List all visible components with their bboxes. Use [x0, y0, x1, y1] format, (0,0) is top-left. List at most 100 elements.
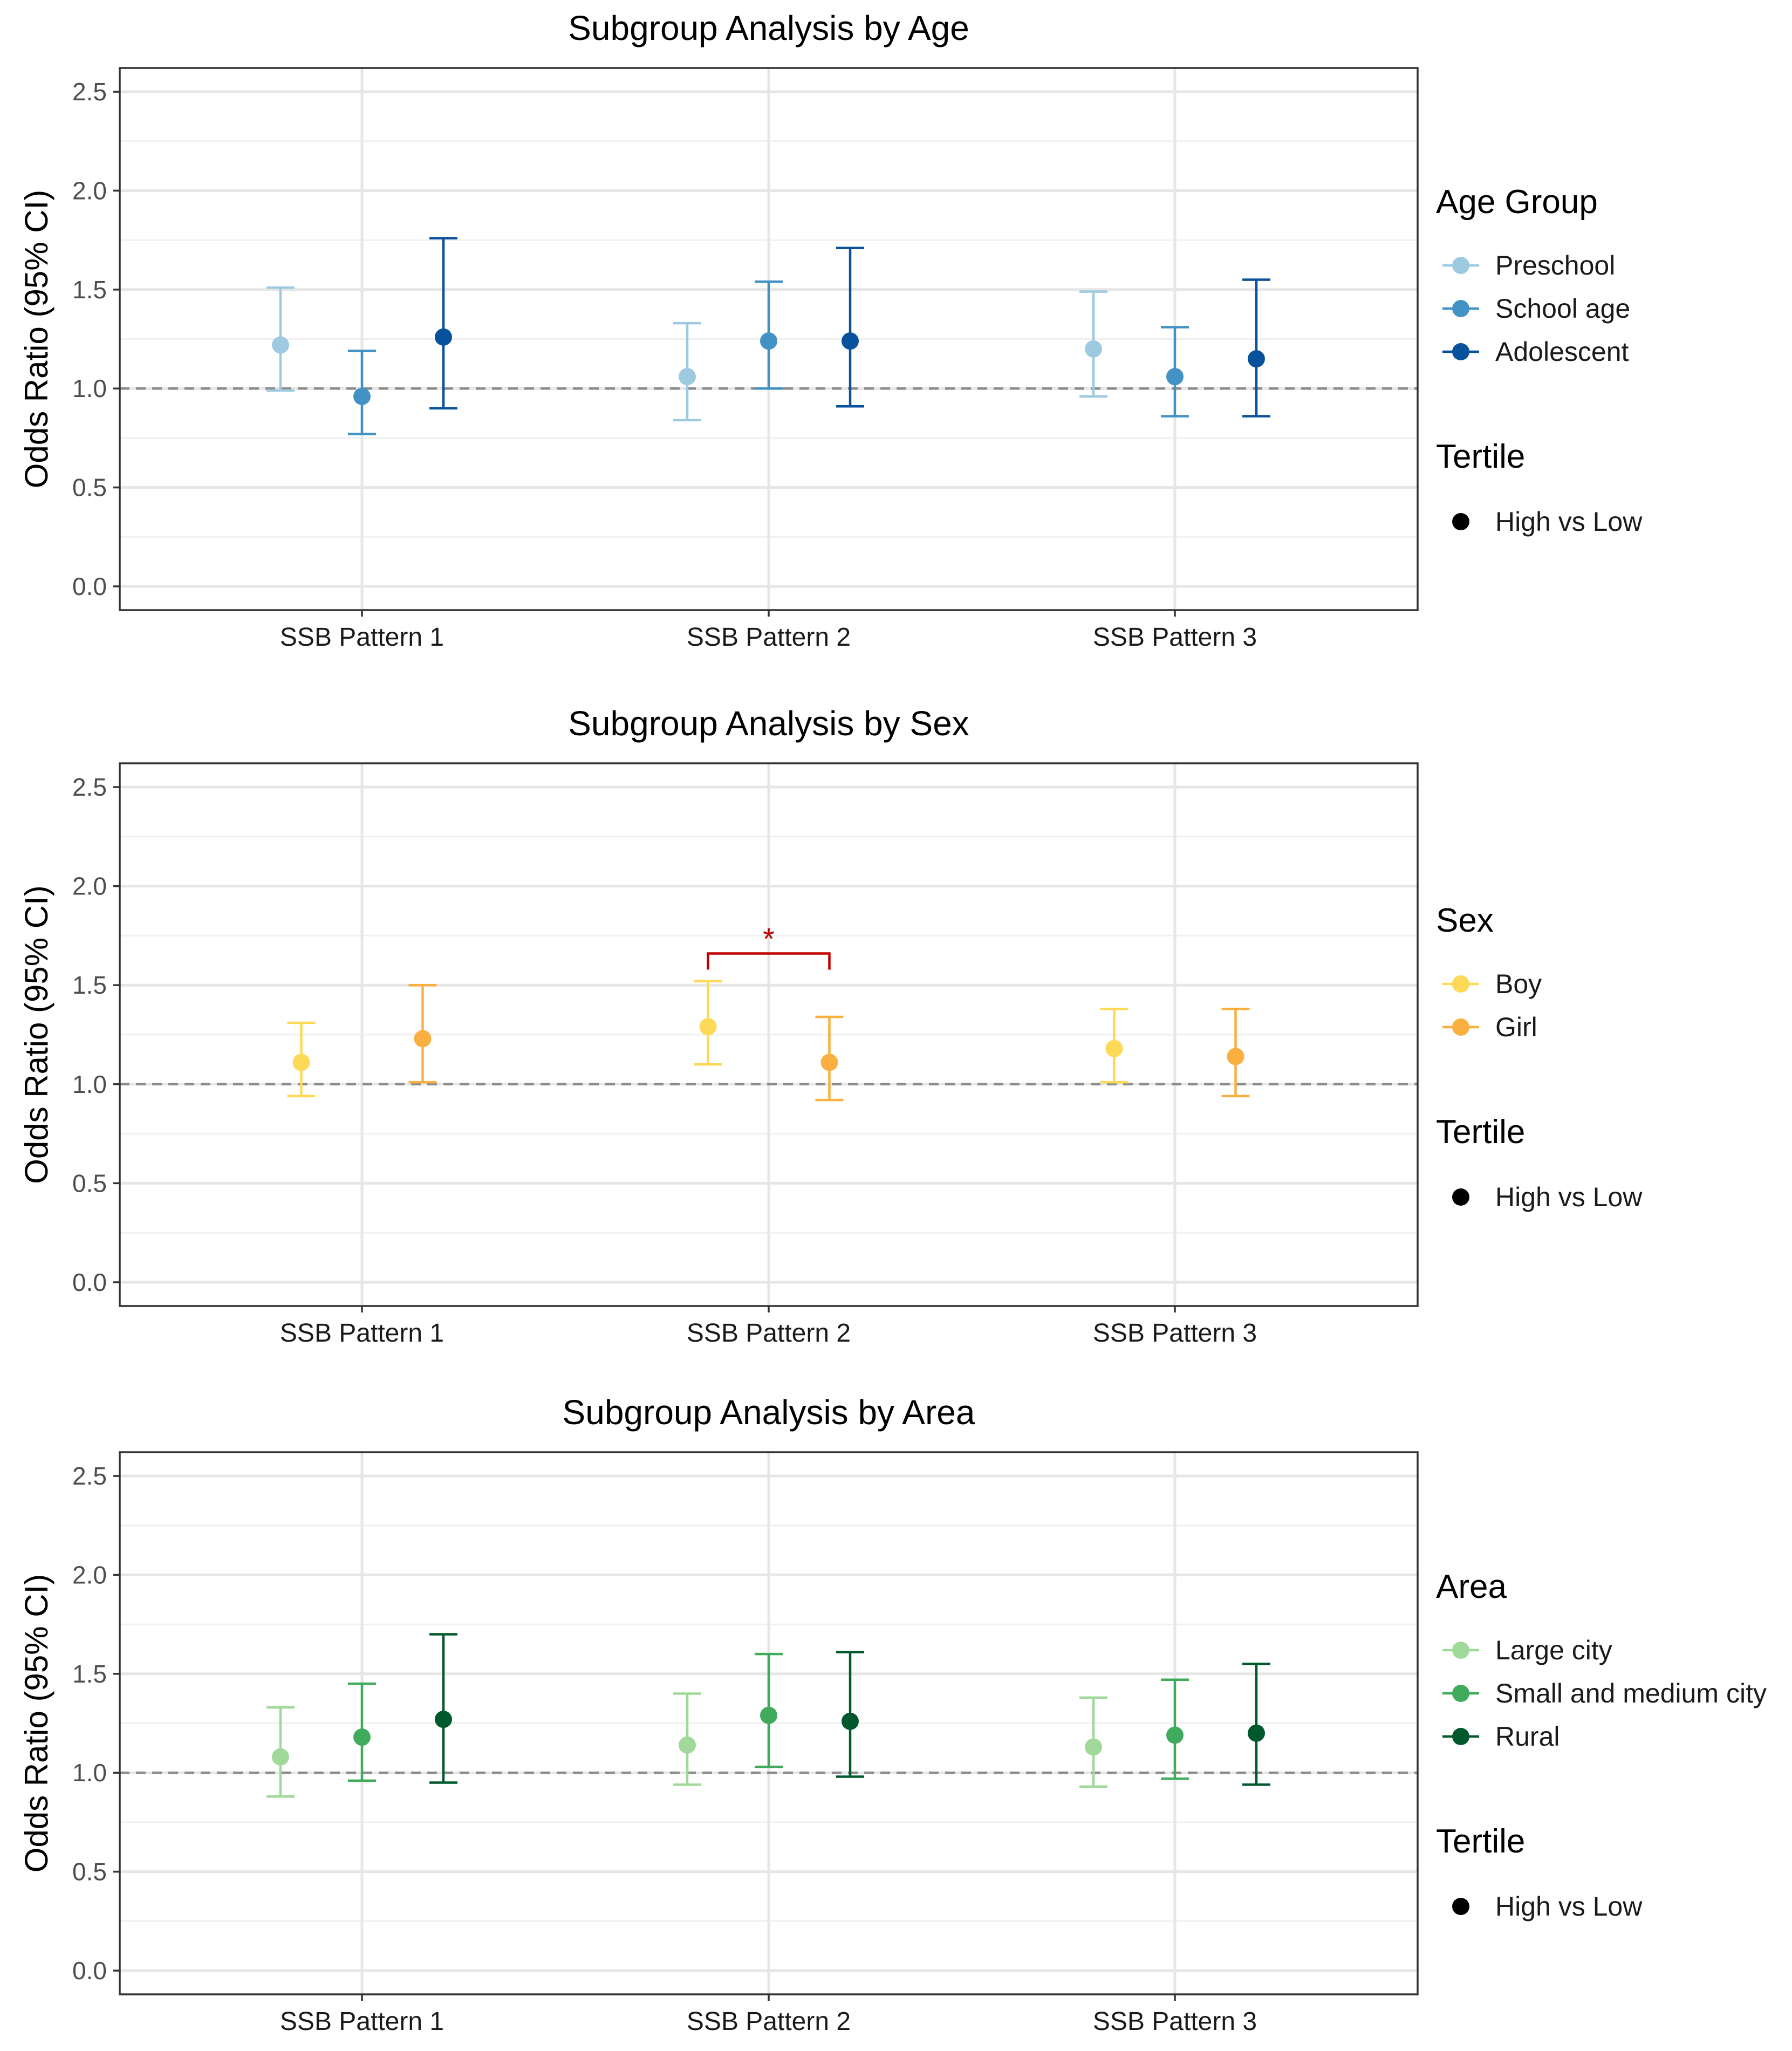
data-point — [1248, 1724, 1265, 1742]
data-point — [1248, 350, 1265, 368]
y-tick-label: 1.0 — [72, 374, 107, 402]
x-tick-label: SSB Pattern 2 — [687, 2007, 851, 2036]
data-point-group — [1221, 1008, 1250, 1098]
legend-title: Area — [1436, 1568, 1507, 1605]
y-tick-label: 1.5 — [72, 276, 107, 304]
y-tick-label: 1.5 — [72, 1660, 107, 1688]
data-point-group — [1079, 290, 1107, 398]
shape-legend-title: Tertile — [1436, 1823, 1525, 1860]
bracket-line — [707, 952, 831, 970]
data-point — [272, 336, 289, 354]
data-point — [1166, 1726, 1184, 1744]
legend-title: Sex — [1436, 902, 1494, 939]
data-point — [760, 1706, 777, 1724]
legend-key-point — [1452, 300, 1469, 317]
y-tick-label: 2.0 — [72, 176, 107, 204]
data-point — [353, 1728, 371, 1746]
data-point-group — [429, 1633, 457, 1784]
y-tick-label: 2.0 — [72, 872, 107, 900]
y-tick-label: 2.5 — [72, 78, 107, 106]
data-point — [842, 1712, 859, 1730]
legend-key-point — [1452, 975, 1469, 993]
shape-legend-title: Tertile — [1436, 438, 1525, 475]
legend-key-point — [1452, 343, 1469, 360]
data-point-group — [1161, 326, 1189, 418]
shape-legend-key — [1452, 1898, 1469, 1915]
legend-key-point — [1452, 1685, 1469, 1702]
legend-key-point — [1452, 1728, 1469, 1745]
significance-label: * — [763, 921, 775, 955]
data-point-group — [673, 322, 701, 422]
data-point-group — [1242, 1663, 1270, 1786]
data-point — [414, 1030, 432, 1048]
y-tick-label: 0.0 — [72, 572, 107, 600]
panel-2: * 0.0 0.5 1.0 1.5 2.0 2.5 SSB Pattern 1 SSB Patt… — [18, 704, 1643, 1348]
legend: Area Large city Small and medium city Rural… — [1436, 1568, 1767, 1922]
data-point — [1085, 340, 1102, 358]
data-point-group — [429, 237, 457, 410]
data-point — [760, 332, 777, 350]
panel-1: 0.0 0.5 1.0 1.5 2.0 2.5 SSB Pattern 1 SSB Patte… — [18, 9, 1643, 652]
x-tick-label: SSB Pattern 1 — [280, 2007, 444, 2036]
legend-title: Age Group — [1436, 183, 1598, 221]
y-tick-label: 2.5 — [72, 1462, 107, 1490]
data-point-group — [1161, 1678, 1189, 1780]
data-point — [820, 1054, 838, 1071]
legend-label: Large city — [1495, 1635, 1612, 1665]
data-point-group — [673, 1692, 701, 1786]
chart-title: Subgroup Analysis by Age — [568, 9, 969, 47]
x-tick-label: SSB Pattern 3 — [1093, 2007, 1257, 2036]
legend-key-point — [1452, 1642, 1469, 1659]
data-point-group — [287, 1021, 316, 1098]
y-tick-label: 0.0 — [72, 1268, 107, 1296]
legend-label: Adolescent — [1495, 337, 1629, 367]
legend-key-point — [1452, 1018, 1469, 1036]
data-point — [1085, 1738, 1102, 1756]
data-point-group — [1242, 278, 1270, 418]
data-point-group — [1079, 1696, 1107, 1788]
data-point-group — [408, 983, 437, 1084]
x-tick-label: SSB Pattern 1 — [280, 623, 444, 652]
y-tick-label: 1.5 — [72, 971, 107, 999]
data-point-group — [266, 1706, 295, 1798]
y-tick-label: 2.5 — [72, 773, 107, 801]
data-point-group — [694, 980, 722, 1066]
data-point-group — [836, 1651, 864, 1778]
legend-label: School age — [1495, 293, 1630, 324]
x-tick-label: SSB Pattern 2 — [687, 1319, 851, 1348]
legend-label: Rural — [1495, 1721, 1560, 1752]
y-axis-label: Odds Ratio (95% CI) — [18, 885, 54, 1184]
y-tick-label: 0.5 — [72, 1169, 107, 1197]
legend: Age Group Preschool School age Adolescent Te… — [1436, 183, 1643, 537]
shape-legend-key — [1452, 1188, 1469, 1206]
y-tick-label: 0.5 — [72, 1858, 107, 1886]
chart-title: Subgroup Analysis by Sex — [568, 704, 969, 743]
data-point — [679, 368, 696, 386]
data-point-group — [348, 350, 376, 435]
data-point-group — [815, 1015, 844, 1102]
legend-label: Girl — [1495, 1012, 1537, 1042]
shape-legend-label: High vs Low — [1495, 1182, 1643, 1212]
x-tick-label: SSB Pattern 1 — [280, 1319, 444, 1348]
data-point — [435, 328, 452, 346]
legend-label: Preschool — [1495, 250, 1615, 281]
y-tick-label: 0.0 — [72, 1957, 107, 1985]
data-point — [679, 1736, 696, 1754]
y-axis-label: Odds Ratio (95% CI) — [18, 1574, 54, 1873]
data-point-group — [266, 286, 295, 392]
shape-legend-key — [1452, 513, 1469, 530]
y-axis-label: Odds Ratio (95% CI) — [18, 190, 54, 489]
data-point — [1166, 368, 1184, 386]
data-point — [1105, 1040, 1123, 1057]
data-point — [292, 1054, 310, 1071]
data-point-group — [836, 247, 864, 408]
legend-label: Boy — [1495, 969, 1542, 999]
data-point — [842, 332, 859, 350]
x-tick-label: SSB Pattern 3 — [1093, 623, 1257, 652]
data-point — [435, 1711, 452, 1728]
shape-legend-title: Tertile — [1436, 1113, 1525, 1151]
y-tick-label: 1.0 — [72, 1070, 107, 1098]
y-tick-label: 0.5 — [72, 474, 107, 502]
